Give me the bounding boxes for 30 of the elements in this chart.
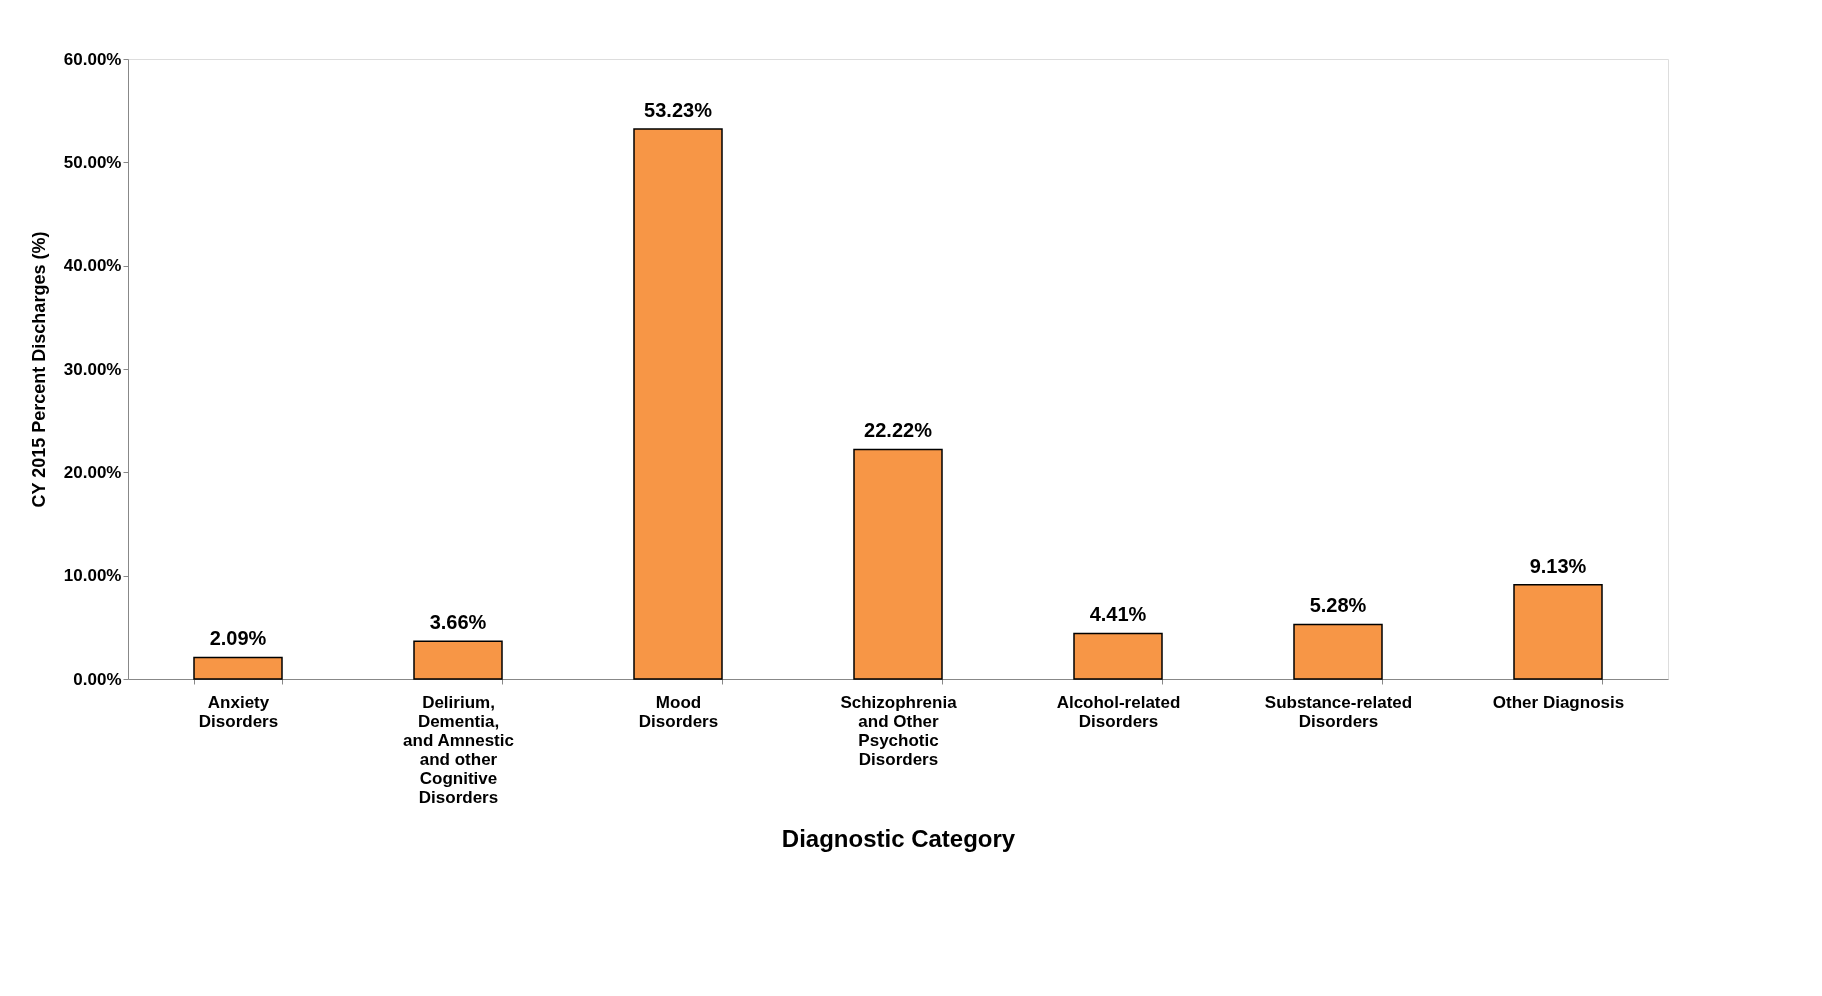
data-label: 5.28%	[1309, 594, 1367, 617]
x-tick-label: Other Diagnosis	[1492, 692, 1625, 712]
y-tick-label: 0.00%	[73, 669, 122, 689]
x-axis-title: Diagnostic Category	[781, 824, 1016, 852]
data-label: 53.23%	[644, 98, 713, 121]
bar	[633, 128, 723, 680]
x-tick-label: Schizophrenia and Other Psychotic Disorders	[840, 692, 958, 769]
bar	[1293, 623, 1383, 680]
x-tick-label: Anxiety Disorders	[198, 692, 279, 731]
bar	[1513, 583, 1603, 680]
x-tick-label: Mood Disorders	[638, 692, 719, 731]
data-label: 4.41%	[1089, 603, 1147, 626]
y-tick-label: 60.00%	[63, 49, 122, 69]
y-tick-label: 30.00%	[63, 359, 122, 379]
data-label: 9.13%	[1529, 554, 1587, 577]
bar	[1073, 632, 1163, 680]
x-tick-label: Delirium, Dementia, and Amnestic and other Cognitive Disorders	[403, 692, 514, 807]
y-tick-label: 50.00%	[63, 152, 122, 172]
bar	[193, 656, 283, 680]
data-label: 2.09%	[209, 627, 267, 650]
y-axis-title: CY 2015 Percent Discharges (%)	[28, 231, 49, 508]
data-label: 22.22%	[864, 419, 933, 442]
bar	[413, 640, 503, 680]
bar	[853, 448, 943, 680]
y-tick-label: 40.00%	[63, 256, 122, 276]
x-tick-label: Substance-related Disorders	[1264, 692, 1413, 731]
x-tick-label: Alcohol-related Disorders	[1056, 692, 1181, 731]
data-label: 3.66%	[429, 611, 487, 634]
y-tick-label: 20.00%	[63, 462, 122, 482]
y-tick-label: 10.00%	[63, 566, 122, 586]
